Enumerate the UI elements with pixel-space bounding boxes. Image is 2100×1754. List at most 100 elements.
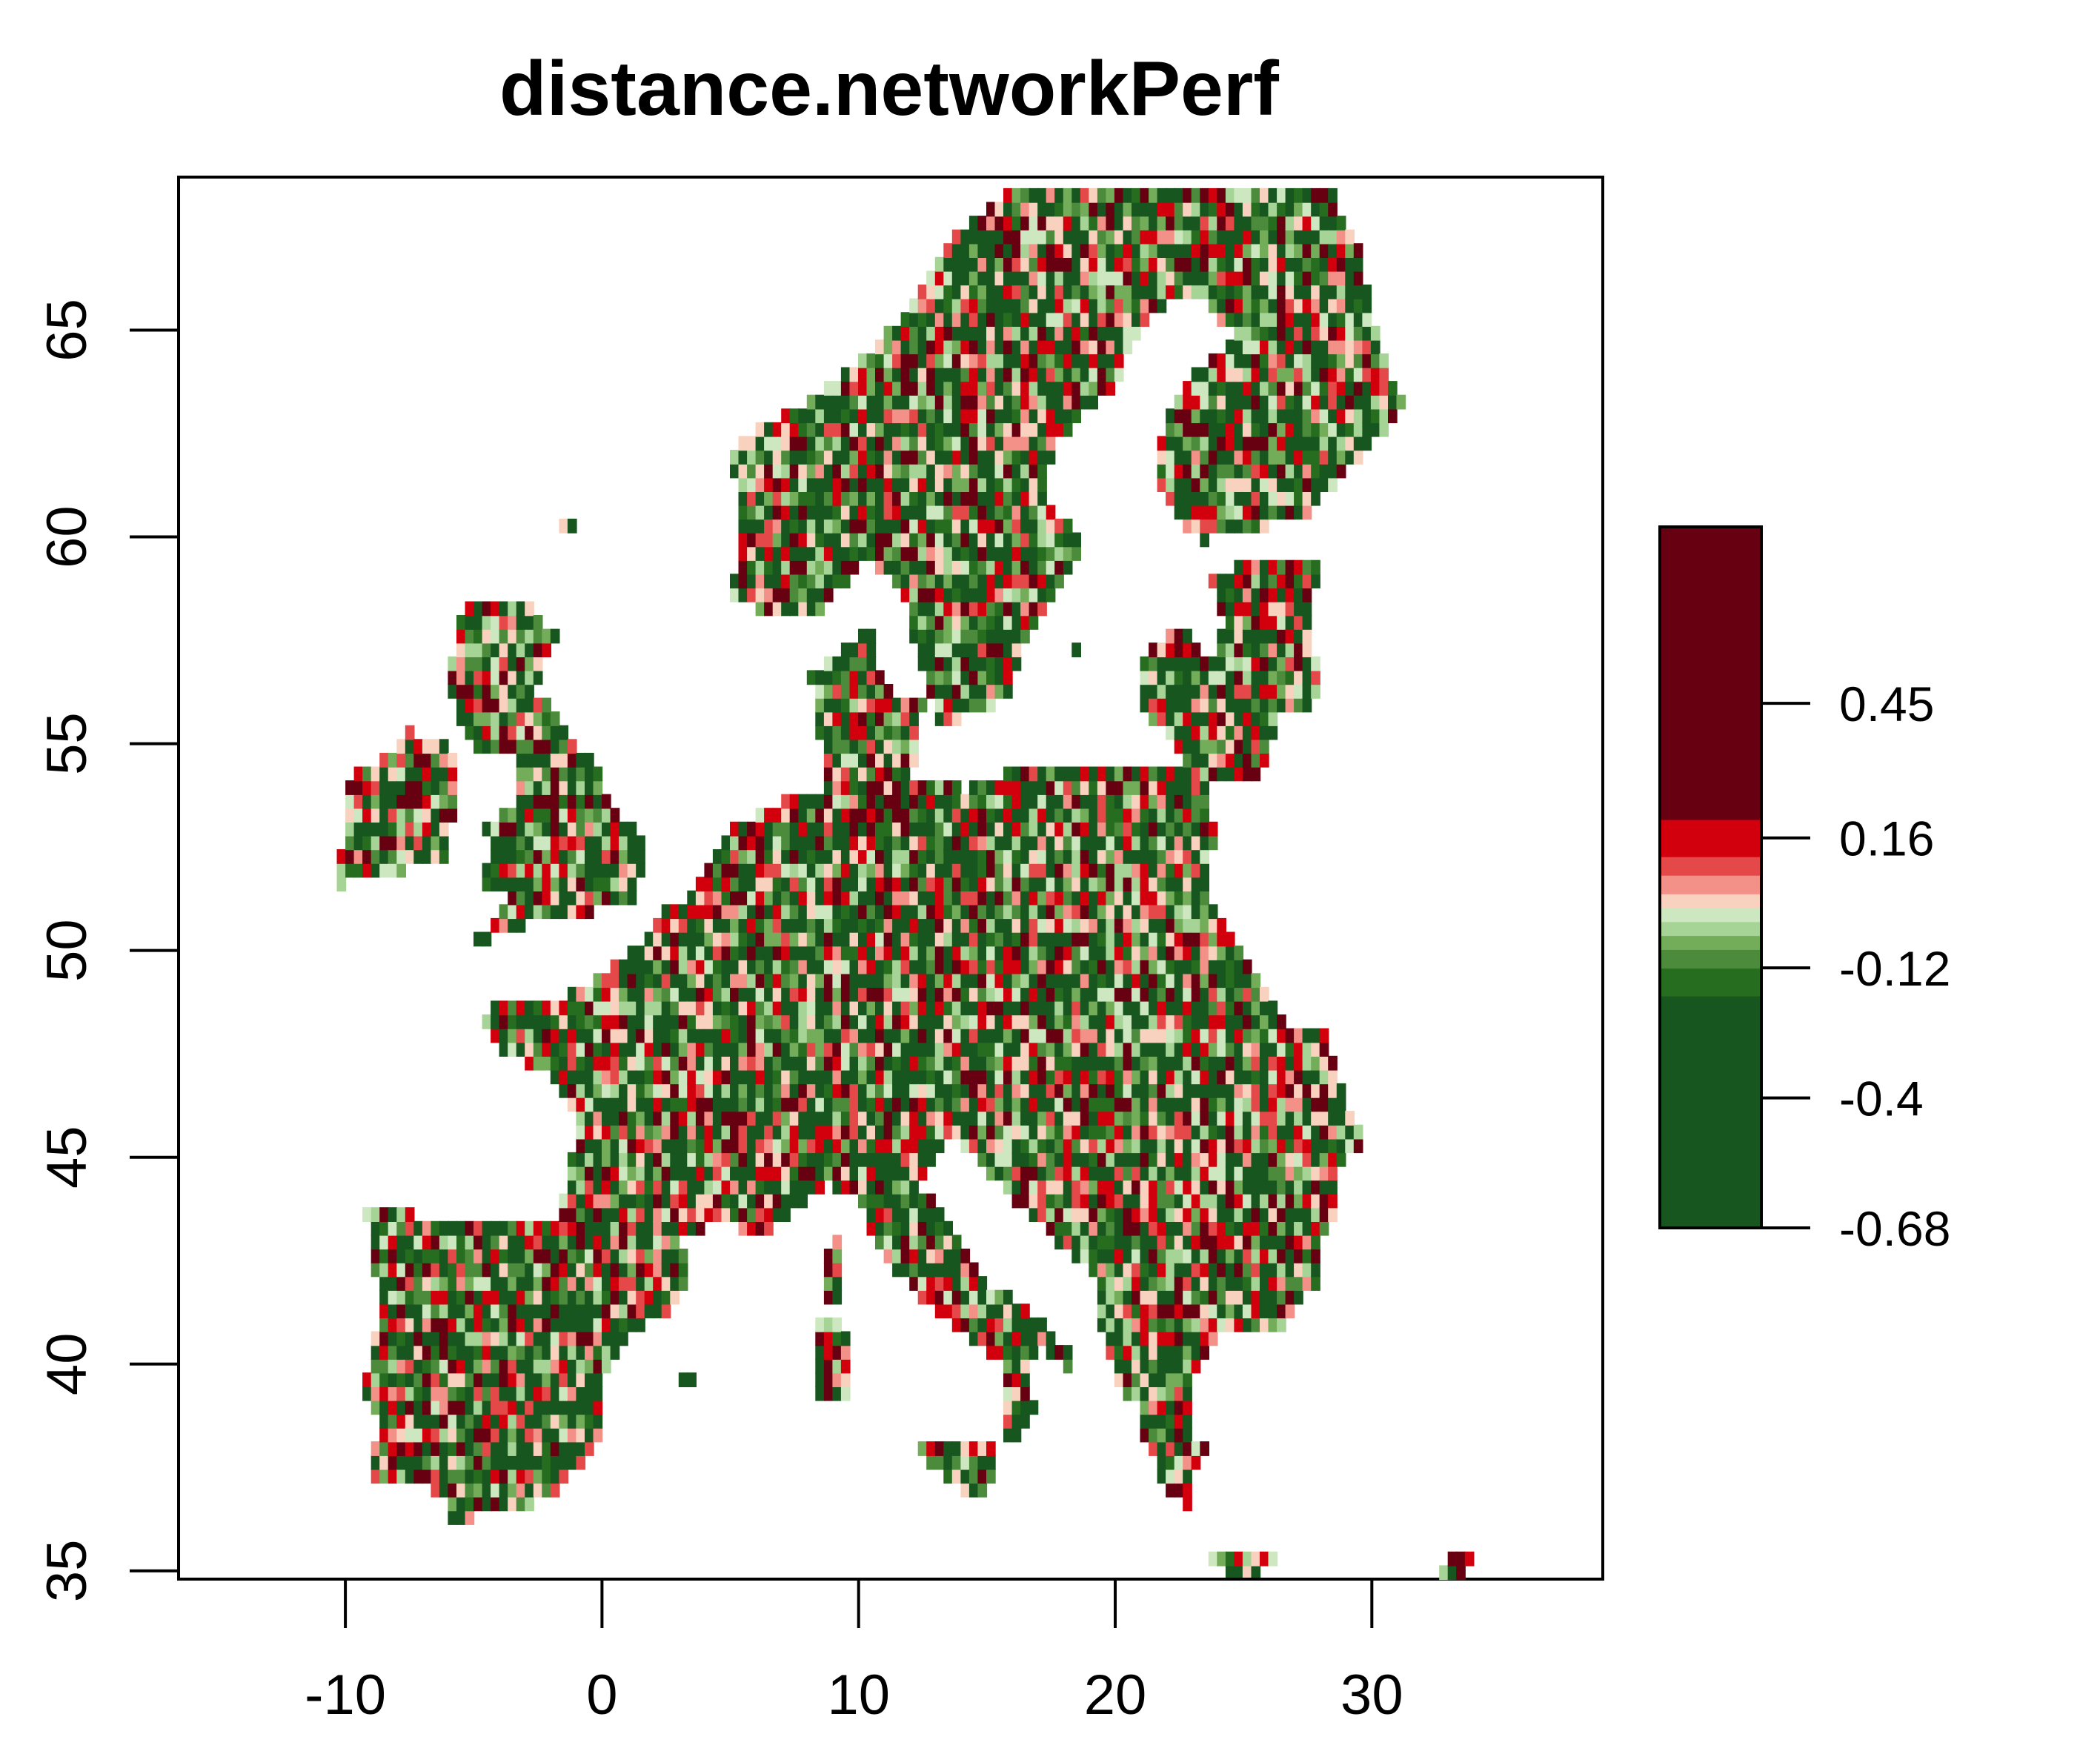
raster-cell xyxy=(448,1496,458,1512)
raster-cell xyxy=(747,946,757,960)
raster-cell xyxy=(525,835,534,851)
raster-cell xyxy=(1183,931,1192,947)
raster-cell xyxy=(1106,1193,1116,1209)
raster-cell xyxy=(968,931,979,947)
raster-cell xyxy=(1114,1331,1124,1346)
raster-cell xyxy=(1166,1193,1175,1209)
raster-cell xyxy=(823,670,834,685)
raster-cell xyxy=(567,1220,577,1236)
raster-cell xyxy=(823,408,834,424)
raster-cell xyxy=(875,711,885,726)
raster-cell xyxy=(439,1427,449,1443)
raster-cell xyxy=(823,1111,834,1126)
raster-cell xyxy=(806,532,817,548)
raster-cell xyxy=(1063,959,1073,974)
raster-cell xyxy=(1020,532,1030,548)
raster-cell xyxy=(815,1372,825,1387)
raster-cell xyxy=(1020,766,1030,782)
raster-cell xyxy=(1080,766,1090,782)
raster-cell xyxy=(917,353,928,368)
raster-cell xyxy=(610,1124,620,1140)
raster-cell xyxy=(1080,1055,1090,1071)
raster-cell xyxy=(1037,1207,1047,1222)
raster-cell xyxy=(1191,1262,1201,1278)
raster-cell xyxy=(413,794,423,809)
raster-cell xyxy=(345,835,355,851)
raster-cell xyxy=(661,1289,671,1305)
raster-cell xyxy=(892,986,902,1002)
raster-cell xyxy=(1029,436,1039,451)
raster-cell xyxy=(1132,946,1141,960)
raster-cell xyxy=(1166,285,1175,299)
raster-cell xyxy=(1011,890,1022,906)
raster-cell xyxy=(644,1180,654,1195)
raster-cell xyxy=(875,1014,885,1029)
raster-cell xyxy=(815,477,825,492)
raster-cell xyxy=(1200,202,1209,217)
raster-cell xyxy=(815,711,825,726)
raster-cell xyxy=(482,628,492,644)
raster-cell xyxy=(1123,808,1133,823)
raster-cell xyxy=(1208,752,1218,768)
raster-cell xyxy=(1200,1124,1209,1140)
raster-cell xyxy=(764,1097,774,1112)
raster-cell xyxy=(448,752,458,768)
raster-cell xyxy=(1071,325,1081,341)
raster-cell xyxy=(823,766,834,782)
raster-cell xyxy=(1029,408,1039,424)
raster-cell xyxy=(1011,518,1022,534)
raster-cell xyxy=(943,1235,953,1250)
raster-cell xyxy=(525,849,534,864)
raster-cell xyxy=(934,532,945,548)
raster-cell xyxy=(525,1482,534,1498)
raster-cell xyxy=(1174,849,1184,864)
raster-cell xyxy=(499,1028,509,1043)
raster-cell xyxy=(499,711,509,726)
raster-cell xyxy=(738,436,748,451)
raster-cell xyxy=(388,1249,398,1263)
raster-cell xyxy=(712,1166,722,1181)
raster-cell xyxy=(772,477,782,492)
raster-cell xyxy=(533,808,543,823)
raster-cell xyxy=(1191,1276,1201,1291)
raster-cell xyxy=(951,1289,962,1305)
raster-cell xyxy=(994,959,1005,974)
raster-cell xyxy=(1132,243,1141,258)
raster-cell xyxy=(1029,367,1039,382)
raster-cell xyxy=(951,408,962,424)
raster-cell xyxy=(644,1166,654,1181)
raster-cell xyxy=(593,1014,603,1029)
raster-cell xyxy=(542,1427,551,1443)
raster-cell xyxy=(1020,1014,1030,1029)
raster-cell xyxy=(371,1400,381,1415)
raster-cell xyxy=(1037,463,1047,479)
raster-cell xyxy=(866,436,877,451)
raster-cell xyxy=(986,656,996,671)
raster-cell xyxy=(516,808,526,823)
raster-cell xyxy=(849,821,860,837)
raster-cell xyxy=(1003,1166,1013,1181)
raster-cell xyxy=(840,931,851,947)
raster-cell xyxy=(994,849,1005,864)
raster-cell xyxy=(1183,1180,1192,1195)
raster-cell xyxy=(474,684,483,699)
raster-cell xyxy=(585,794,594,809)
raster-cell xyxy=(619,973,628,989)
raster-cell xyxy=(866,628,877,644)
raster-cell xyxy=(900,1083,911,1098)
raster-cell xyxy=(1020,1138,1030,1154)
raster-cell xyxy=(388,1262,398,1278)
raster-cell xyxy=(1174,711,1184,726)
raster-cell xyxy=(934,1069,945,1085)
raster-cell xyxy=(789,477,800,492)
raster-cell xyxy=(747,1166,757,1181)
raster-cell xyxy=(977,1317,988,1332)
raster-cell xyxy=(687,1207,697,1222)
raster-cell xyxy=(1089,1042,1098,1057)
raster-cell xyxy=(1166,821,1175,837)
raster-cell xyxy=(1123,959,1133,974)
raster-cell xyxy=(1037,505,1047,520)
raster-cell xyxy=(840,450,851,465)
raster-cell xyxy=(986,1069,996,1085)
raster-cell xyxy=(977,422,988,437)
